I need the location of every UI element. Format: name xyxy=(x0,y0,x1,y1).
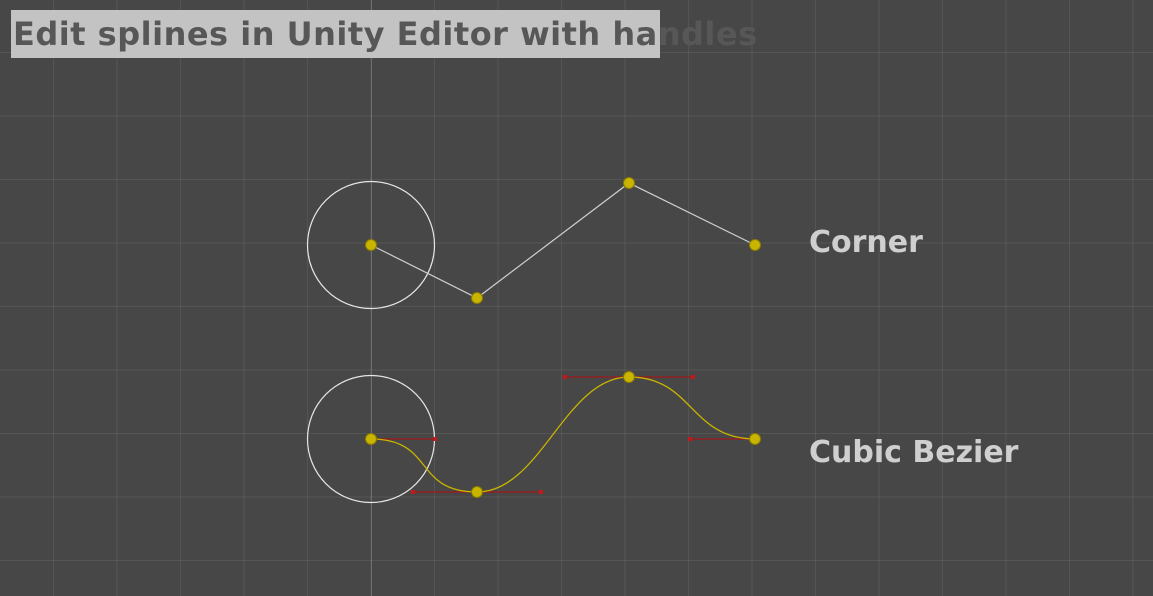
tangent-handle-icon[interactable] xyxy=(691,375,695,379)
spline-point-icon[interactable] xyxy=(471,292,483,304)
spline-point-icon[interactable] xyxy=(365,433,377,445)
title-banner: Edit splines in Unity Editor with handle… xyxy=(11,10,757,58)
corner-spline[interactable] xyxy=(306,177,761,310)
corner-label: Corner xyxy=(809,225,923,260)
tangent-handle-icon[interactable] xyxy=(539,490,543,494)
bezier-spline[interactable] xyxy=(306,371,761,504)
bezier-curve xyxy=(370,376,756,493)
scene-axis-line xyxy=(371,0,372,596)
spline-point-icon[interactable] xyxy=(749,239,761,251)
spline-point-icon[interactable] xyxy=(749,433,761,445)
tangent-handle-icon[interactable] xyxy=(688,437,692,441)
spline-point-icon[interactable] xyxy=(471,486,483,498)
tangent-handle-icon[interactable] xyxy=(433,437,437,441)
tangent-handle-icon[interactable] xyxy=(411,490,415,494)
spline-point-icon[interactable] xyxy=(365,239,377,251)
page-title: Edit splines in Unity Editor with handle… xyxy=(13,15,758,53)
selection-circle-icon[interactable] xyxy=(306,180,436,310)
cubic-bezier-label: Cubic Bezier xyxy=(809,435,1019,470)
spline-point-icon[interactable] xyxy=(623,177,635,189)
tangent-handle-icon[interactable] xyxy=(563,375,567,379)
spline-point-icon[interactable] xyxy=(623,371,635,383)
corner-spline-line xyxy=(370,182,756,299)
